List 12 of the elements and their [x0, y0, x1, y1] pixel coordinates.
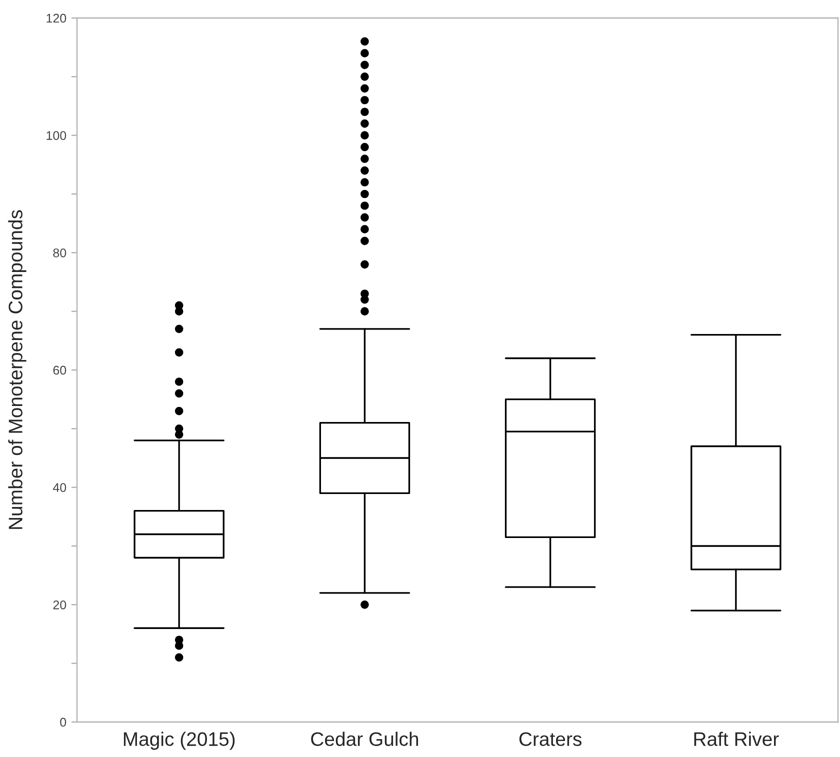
y-axis-title: Number of Monoterpene Compounds	[8, 210, 26, 529]
y-tick-label: 60	[53, 366, 66, 375]
y-tick-label: 100	[46, 131, 66, 140]
x-tick-label: Cedar Gulch	[311, 732, 418, 746]
y-tick-label: 20	[53, 600, 66, 610]
x-tick-label: Magic (2015)	[124, 732, 235, 750]
y-tick-label: 0	[60, 718, 66, 727]
x-tick-label: Raft River	[694, 732, 779, 746]
x-tick-label: Craters	[519, 732, 582, 746]
y-tick-label: 120	[46, 14, 66, 23]
y-tick-label: 40	[52, 483, 66, 492]
y-tick-label: 80	[53, 248, 66, 258]
